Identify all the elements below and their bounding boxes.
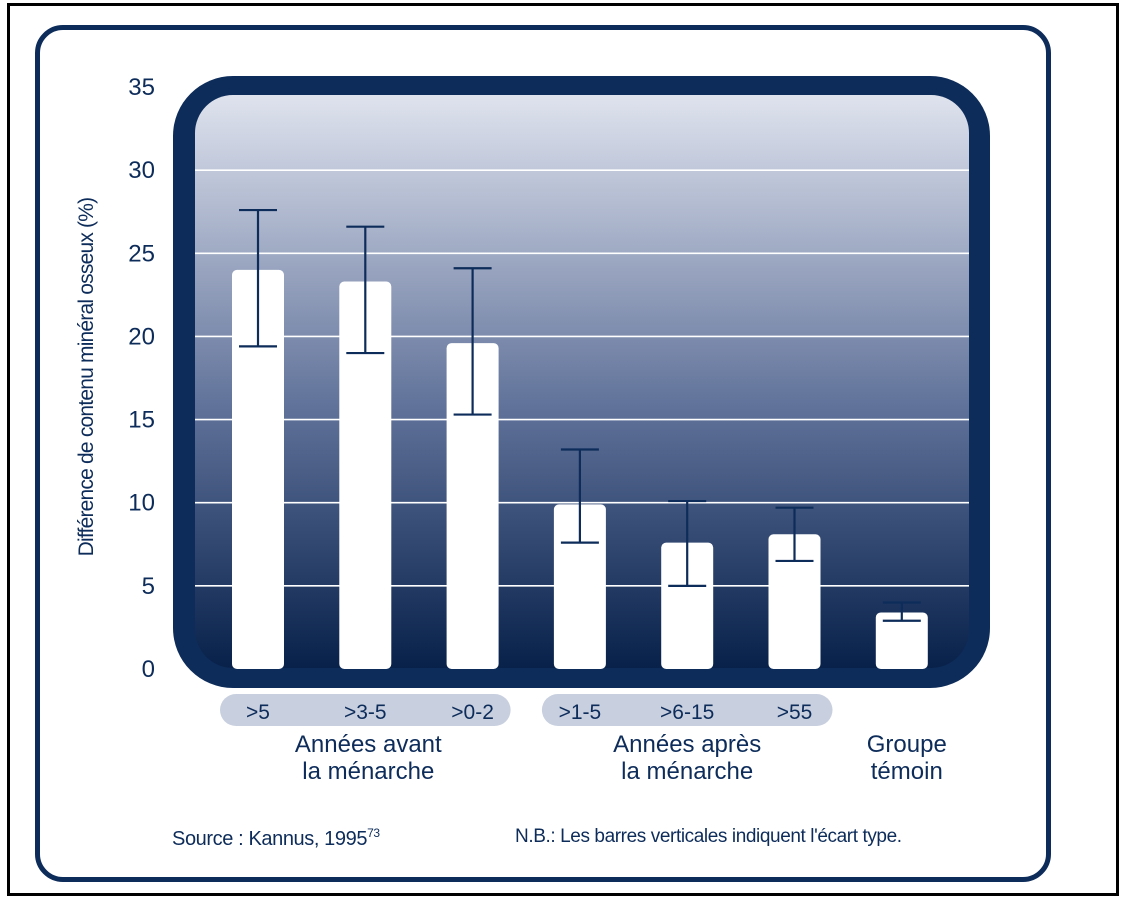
x-tick-label: >3-5 [344, 701, 387, 724]
error-bar [775, 506, 814, 563]
bar [661, 542, 714, 669]
x-tick-label: >5 [246, 701, 270, 724]
footnote-text: N.B.: Les barres verticales indiquent l'… [515, 826, 902, 847]
group-label-line1: Années avant [295, 731, 442, 758]
group-label-line1: Années après [613, 731, 761, 758]
error-bar [239, 208, 277, 348]
error-bar [882, 601, 921, 622]
category-group-pill [541, 694, 833, 726]
y-tick-label: 15 [128, 407, 155, 434]
source-note: Source : Kannus, 199573 [172, 826, 380, 851]
error-bar [453, 267, 492, 416]
x-tick-label: >1-5 [559, 701, 602, 724]
y-tick-label: 10 [128, 490, 155, 517]
source-text: Source : Kannus, 1995 [172, 828, 368, 850]
x-tick-label: >55 [777, 701, 813, 724]
outer-frame [7, 3, 1119, 896]
y-tick-label: 5 [142, 573, 155, 600]
bar [232, 269, 284, 669]
error-bar [560, 448, 599, 544]
x-tick-labels: >5 >3-5 >0-2 >1-5 >6-15 >55 [246, 701, 812, 724]
bar [768, 534, 821, 669]
error-bar [668, 499, 707, 587]
group-label-line2: la ménarche [302, 758, 434, 785]
bars [232, 269, 928, 669]
x-tick-label: >6-15 [660, 701, 714, 724]
bar [875, 612, 928, 669]
gridlines [195, 169, 969, 587]
bar [446, 343, 499, 669]
category-group-pill [220, 694, 511, 726]
error-bar [346, 225, 385, 355]
y-tick-label: 25 [128, 240, 155, 267]
source-reference: 73 [367, 826, 380, 840]
y-axis-label: Différence de contenu minéral osseux (%) [75, 198, 98, 557]
group-label-line2: témoin [871, 758, 943, 785]
group-label-line1: Groupe [867, 731, 947, 758]
y-tick-label: 20 [128, 323, 155, 350]
error-bars [239, 208, 921, 622]
bar [339, 281, 392, 669]
footnote: N.B.: Les barres verticales indiquent l'… [515, 826, 902, 848]
bar [553, 504, 606, 669]
y-tick-label: 0 [142, 656, 155, 683]
y-tick-label: 35 [128, 74, 155, 101]
x-tick-label: >0-2 [451, 701, 494, 724]
group-label-line2: la ménarche [621, 758, 753, 785]
y-tick-label: 30 [128, 157, 155, 184]
category-pills [220, 694, 833, 726]
y-tick-labels: 0 5 10 15 20 25 30 35 [128, 74, 155, 683]
